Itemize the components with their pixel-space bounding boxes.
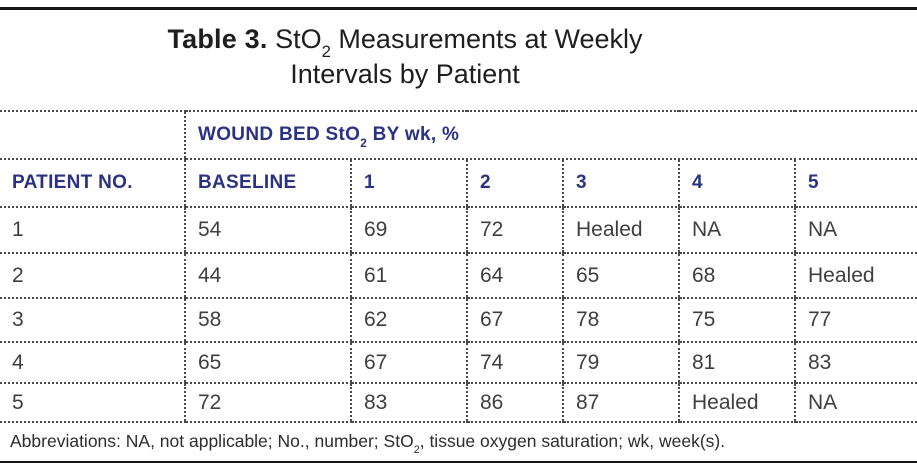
span-header-text-pre: WOUND BED StO bbox=[198, 124, 361, 145]
table-row-patient-5: 5 72 83 86 87 Healed NA bbox=[0, 383, 917, 423]
table-row-patient-1: 1 54 69 72 Healed NA NA bbox=[0, 207, 917, 254]
title-text-post: Measurements at Weekly bbox=[330, 24, 643, 54]
wk1-cell: 61 bbox=[350, 253, 467, 299]
patient-no-cell: 3 bbox=[0, 298, 185, 343]
wk1-cell: 69 bbox=[350, 207, 467, 254]
empty-corner-cell bbox=[0, 110, 185, 160]
baseline-cell: 72 bbox=[184, 383, 351, 423]
wk3-cell: 79 bbox=[562, 342, 679, 384]
wk3-cell: 87 bbox=[562, 383, 679, 423]
wk3-cell: 78 bbox=[562, 298, 679, 343]
wk4-cell: Healed bbox=[678, 383, 795, 423]
measurements-table: WOUND BED StO2 BY wk, % PATIENT NO. BASE… bbox=[0, 110, 917, 423]
patient-no-cell: 1 bbox=[0, 207, 185, 254]
patient-no-cell: 5 bbox=[0, 383, 185, 423]
col-header-baseline: BASELINE bbox=[184, 159, 351, 208]
patient-no-cell: 2 bbox=[0, 253, 185, 299]
wk1-cell: 83 bbox=[350, 383, 467, 423]
abbreviations-footnote: Abbreviations: NA, not applicable; No., … bbox=[0, 430, 917, 456]
title-text-pre: StO bbox=[267, 24, 322, 54]
span-header-row: WOUND BED StO2 BY wk, % bbox=[0, 110, 917, 160]
wk2-cell: 64 bbox=[466, 253, 563, 299]
wk4-cell: 75 bbox=[678, 298, 795, 343]
top-rule bbox=[0, 7, 917, 10]
span-header-subscript: 2 bbox=[360, 136, 368, 150]
column-header-row: PATIENT NO. BASELINE 1 2 3 4 5 bbox=[0, 159, 917, 208]
title-subscript: 2 bbox=[321, 42, 331, 62]
bottom-rule bbox=[0, 461, 917, 463]
baseline-cell: 44 bbox=[184, 253, 351, 299]
wk5-cell: 77 bbox=[793, 298, 917, 343]
wk2-cell: 67 bbox=[466, 298, 563, 343]
wk5-cell: NA bbox=[793, 383, 917, 423]
col-header-wk3: 3 bbox=[562, 159, 679, 208]
footnote-text-pre: Abbreviations: NA, not applicable; No., … bbox=[10, 431, 414, 451]
wk4-cell: NA bbox=[678, 207, 795, 254]
wk2-cell: 74 bbox=[466, 342, 563, 384]
baseline-cell: 65 bbox=[184, 342, 351, 384]
col-header-wk2: 2 bbox=[466, 159, 563, 208]
table-row-patient-3: 3 58 62 67 78 75 77 bbox=[0, 298, 917, 343]
table-number: Table 3. bbox=[167, 24, 268, 54]
footnote-text-post: , tissue oxygen saturation; wk, week(s). bbox=[419, 431, 726, 451]
wk1-cell: 67 bbox=[350, 342, 467, 384]
baseline-cell: 54 bbox=[184, 207, 351, 254]
span-header-text-post: BY wk, % bbox=[367, 124, 460, 145]
wk2-cell: 86 bbox=[466, 383, 563, 423]
table-title-line2: Intervals by Patient bbox=[290, 59, 520, 89]
wk4-cell: 68 bbox=[678, 253, 795, 299]
wk3-cell: 65 bbox=[562, 253, 679, 299]
wk5-cell: Healed bbox=[793, 253, 917, 299]
wk1-cell: 62 bbox=[350, 298, 467, 343]
col-header-patient-no: PATIENT NO. bbox=[0, 159, 185, 208]
col-header-wk5: 5 bbox=[793, 159, 917, 208]
col-header-wk1: 1 bbox=[350, 159, 467, 208]
table-title-line1: Table 3. StO2 Measurements at Weekly bbox=[0, 22, 810, 60]
wk5-cell: NA bbox=[793, 207, 917, 254]
wk3-cell: Healed bbox=[562, 207, 679, 254]
baseline-cell: 58 bbox=[184, 298, 351, 343]
table-row-patient-4: 4 65 67 74 79 81 83 bbox=[0, 342, 917, 384]
footnote-subscript: 2 bbox=[413, 444, 420, 457]
table-row-patient-2: 2 44 61 64 65 68 Healed bbox=[0, 253, 917, 299]
wk4-cell: 81 bbox=[678, 342, 795, 384]
wk5-cell: 83 bbox=[793, 342, 917, 384]
patient-no-cell: 4 bbox=[0, 342, 185, 384]
col-header-wk4: 4 bbox=[678, 159, 795, 208]
wk2-cell: 72 bbox=[466, 207, 563, 254]
table-title: Table 3. StO2 Measurements at Weekly Int… bbox=[0, 22, 810, 92]
wound-bed-span-header: WOUND BED StO2 BY wk, % bbox=[183, 110, 917, 160]
